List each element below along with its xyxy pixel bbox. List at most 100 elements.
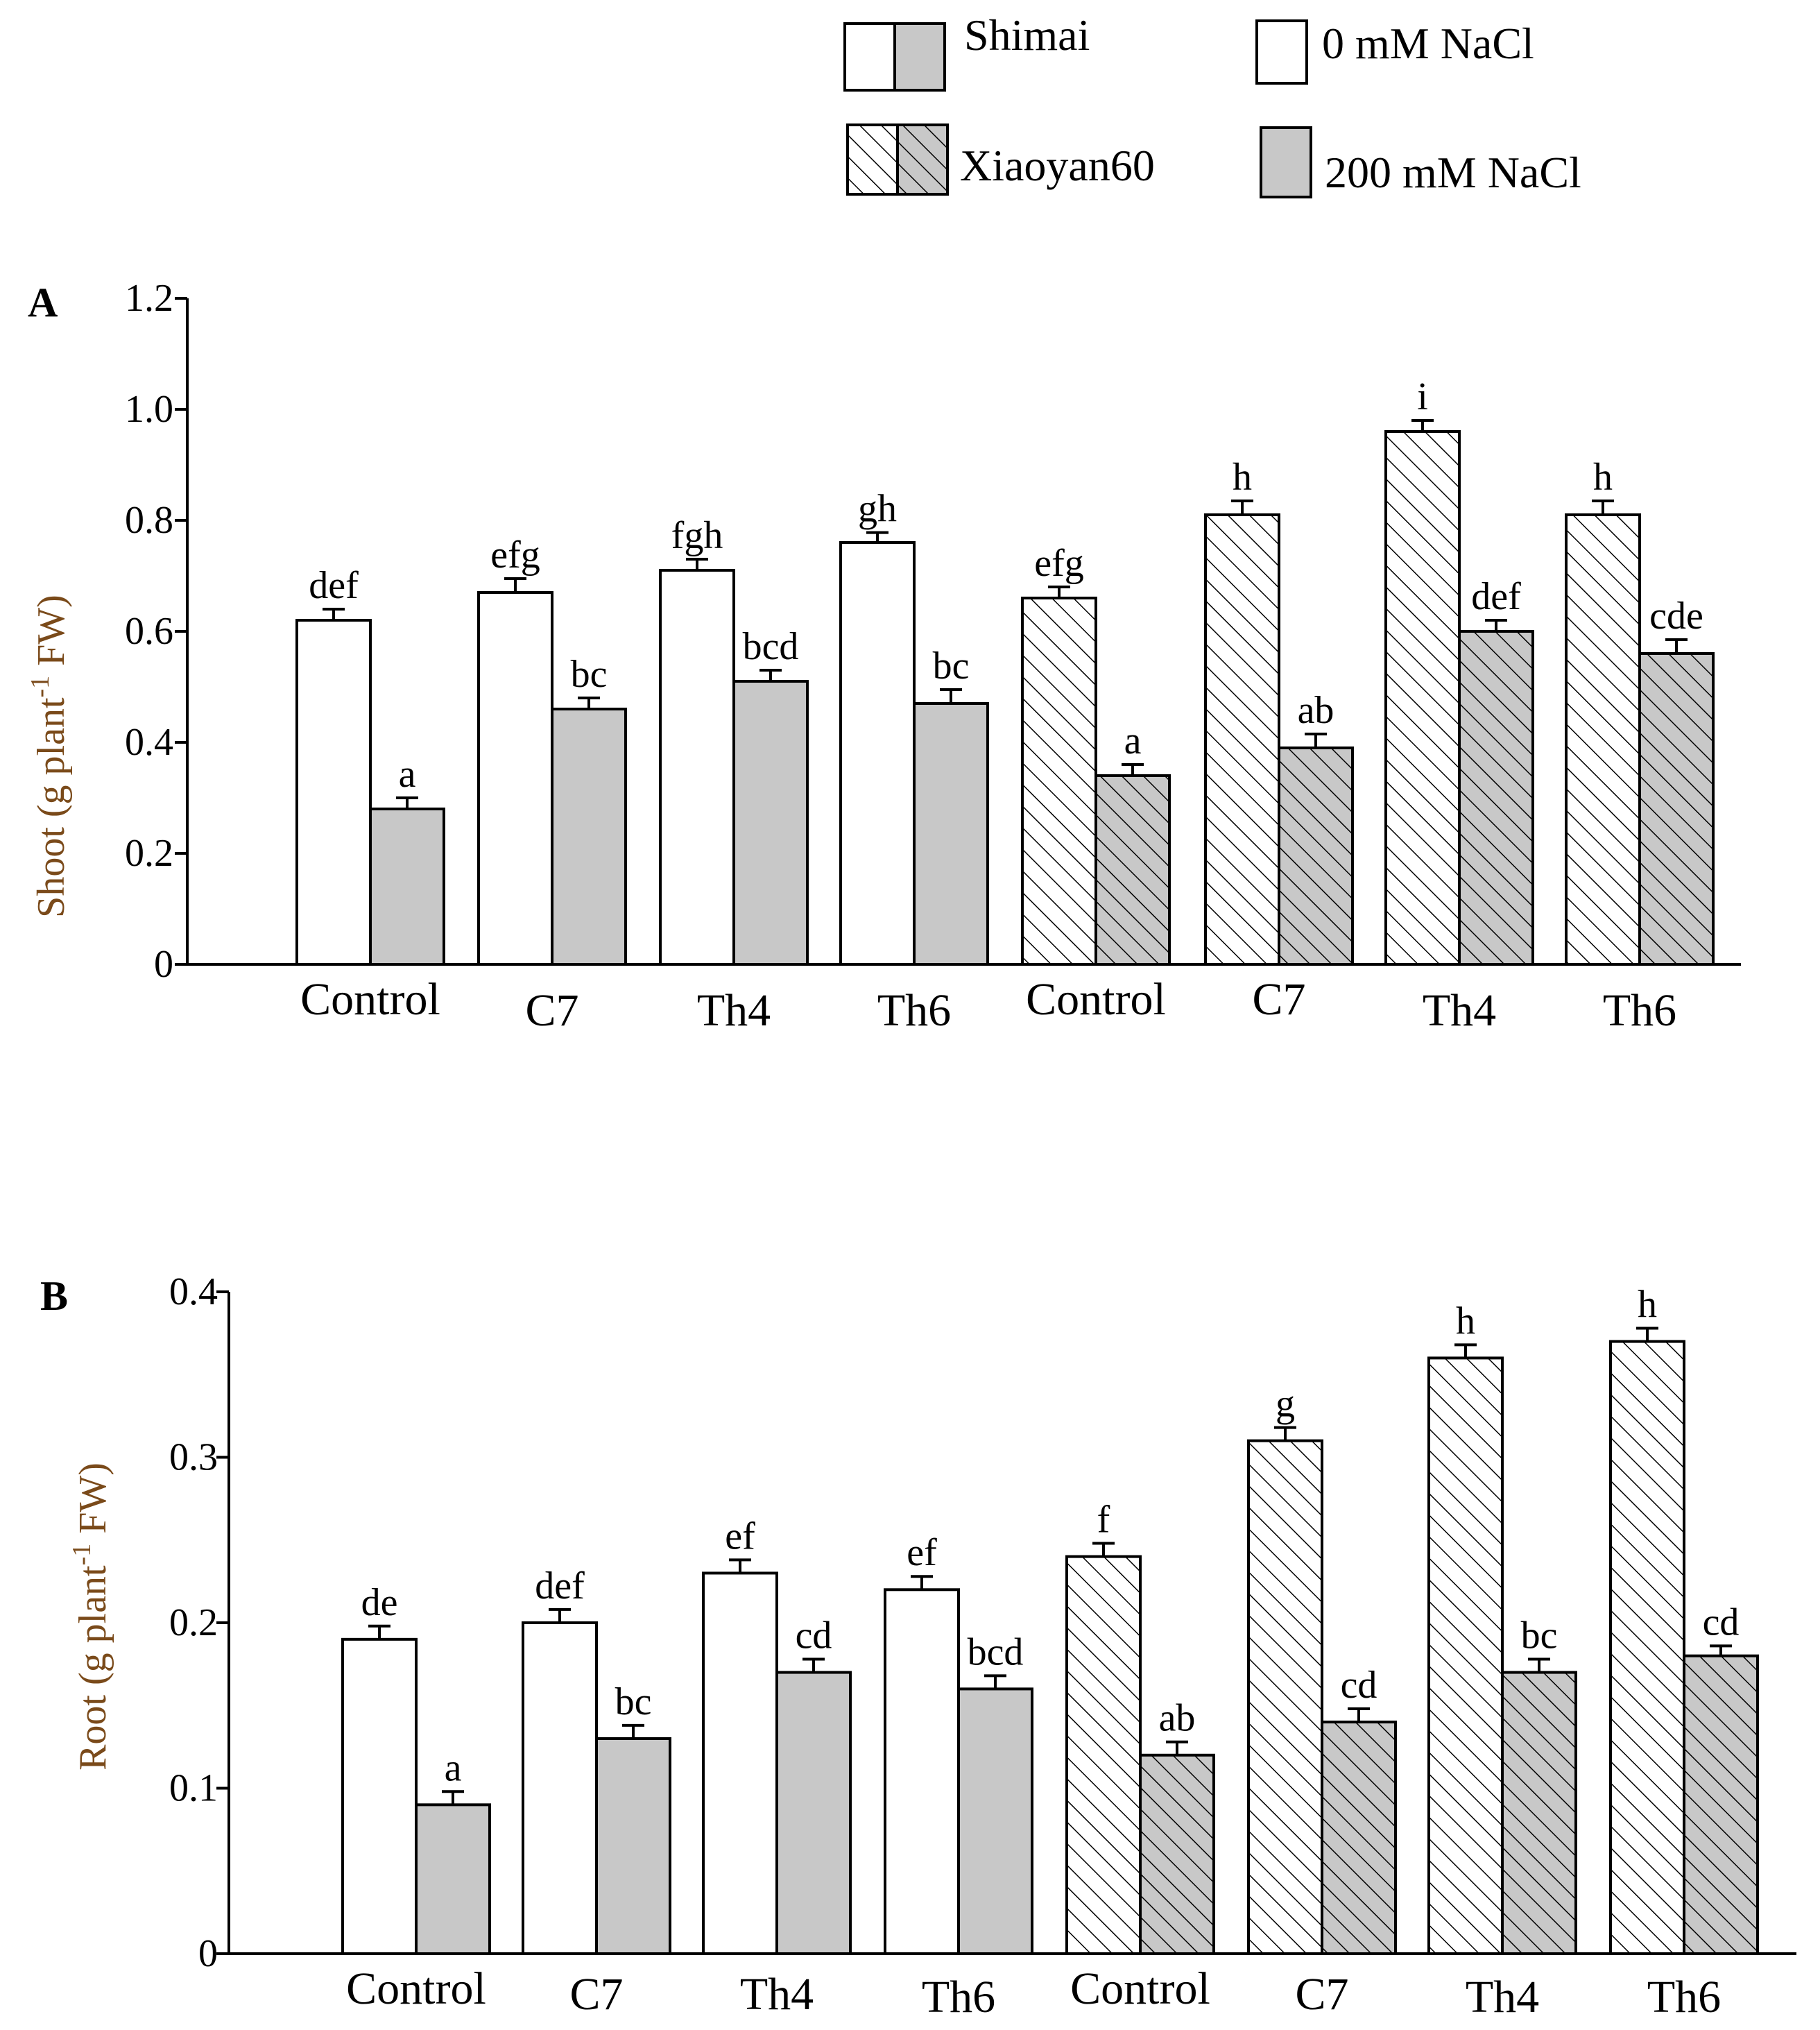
legend-swatch-0mM bbox=[1255, 19, 1308, 85]
panel-a-y-axis-label: Shoot (g plant-1 FW) bbox=[26, 595, 73, 918]
panel-a-significance-letter: a bbox=[399, 753, 416, 796]
panel-b-y-tick-label: 0.2 bbox=[169, 1601, 218, 1644]
panel-b-significance-letter: bc bbox=[1521, 1614, 1558, 1657]
panel-b-significance-letter: ef bbox=[907, 1531, 937, 1574]
panel-b-y-axis-label: Root (g plant-1 FW) bbox=[67, 1462, 114, 1771]
panel-a-bar-0mM bbox=[1384, 430, 1461, 966]
panel-b-significance-letter: f bbox=[1097, 1499, 1110, 1542]
panel-b-significance-letter: bcd bbox=[968, 1630, 1024, 1673]
panel-a-bar-200mM bbox=[1638, 652, 1715, 966]
panel-a-significance-letter: ab bbox=[1298, 689, 1334, 732]
panel-a-y-axis-label-sup: -1 bbox=[26, 676, 55, 698]
panel-b-category-label: Th6 bbox=[922, 1972, 995, 2022]
panel-a-category-label: Th4 bbox=[1423, 985, 1496, 1036]
panel-b-label: B bbox=[40, 1273, 68, 1319]
panel-a-bar-200mM bbox=[732, 680, 809, 966]
legend-label-200mM: 200 mM NaCl bbox=[1325, 148, 1581, 197]
panel-b-bar-0mM bbox=[702, 1571, 778, 1955]
panel-a-category-label: C7 bbox=[1252, 974, 1305, 1025]
legend-swatch-shimai-control bbox=[843, 22, 896, 92]
panel-a-bar-0mM bbox=[1204, 513, 1280, 966]
panel-a-significance-letter: i bbox=[1417, 375, 1428, 418]
panel-a-y-ticks: 0 0.2 0.4 0.6 0.8 1.0 1.2 bbox=[125, 277, 187, 986]
panel-b-bar-200mM bbox=[415, 1803, 491, 1956]
panel-b-category-label: C7 bbox=[569, 1969, 623, 2020]
panel-b-y-tick-label: 0.1 bbox=[169, 1767, 218, 1810]
legend-shimai: Shimai bbox=[843, 10, 1090, 92]
panel-b-significance-letter: def bbox=[535, 1564, 585, 1607]
panel-a-significance-letter: def bbox=[1471, 575, 1521, 618]
panel-b-significance-letter: cd bbox=[1703, 1601, 1740, 1644]
panel-b-bar-200mM bbox=[1139, 1753, 1215, 1956]
panel-b-bar-0mM bbox=[1609, 1340, 1685, 1956]
panel-a-y-tick-label: 0.6 bbox=[125, 610, 173, 653]
panel-a-y-tick-label: 1.2 bbox=[125, 277, 173, 320]
panel-a-y-tick-label: 0.8 bbox=[125, 499, 173, 542]
legend-xiaoyan60: Xiaoyan60 bbox=[846, 123, 1155, 196]
panel-a-significance-letter: def bbox=[309, 564, 359, 607]
panel-a-significance-letter: bc bbox=[571, 653, 608, 696]
legend-salt-treatment: 200 mM NaCl bbox=[1260, 126, 1581, 198]
panel-a-bar-200mM bbox=[369, 808, 445, 966]
panel-a-category-label: C7 bbox=[525, 985, 578, 1036]
panel-b-y-axis-label-main: Root (g plant bbox=[71, 1565, 114, 1771]
panel-a-label: A bbox=[28, 280, 58, 325]
panel-a-bars: def a efg bc fgh bcd gh bc efg a h ab i def h cde bbox=[295, 375, 1715, 966]
panel-a-bar-200mM bbox=[1094, 774, 1171, 966]
panel-b-category-label: Th4 bbox=[740, 1969, 814, 2020]
panel-a-significance-letter: efg bbox=[490, 534, 540, 577]
panel-a-category-label: Th6 bbox=[877, 985, 951, 1036]
panel-a-significance-letter: h bbox=[1593, 456, 1613, 499]
panel-a-category-label: Control bbox=[300, 974, 440, 1025]
panel-b-bar-200mM bbox=[595, 1737, 671, 1955]
panel-a-significance-letter: gh bbox=[858, 488, 897, 531]
panel-b-y-axis-label-end: FW) bbox=[71, 1462, 114, 1544]
panel-b-significance-letter: cd bbox=[796, 1614, 832, 1657]
panel-b-bar-0mM bbox=[1247, 1439, 1323, 1955]
panel-b-significance-letter: cd bbox=[1341, 1664, 1377, 1707]
panel-b-bar-0mM bbox=[1427, 1356, 1504, 1955]
panel-a-bar-0mM bbox=[839, 541, 916, 966]
panel-a-significance-letter: h bbox=[1233, 456, 1252, 499]
legend-swatch-xiaoyan-control bbox=[846, 123, 899, 196]
panel-a-bar-0mM bbox=[1565, 513, 1641, 966]
panel-a-y-tick-label: 0.4 bbox=[125, 721, 173, 764]
panel-a-y-axis-label-main: Shoot (g plant bbox=[30, 697, 73, 918]
panel-a-bar-0mM bbox=[659, 569, 735, 966]
panel-a-category-labels: Control C7 Th4 Th6 Control C7 Th4 Th6 bbox=[300, 974, 1676, 1036]
panel-b-significance-letter: bc bbox=[615, 1680, 652, 1723]
panel-b-bar-0mM bbox=[1065, 1555, 1142, 1956]
legend-swatch-xiaoyan-salt bbox=[896, 123, 949, 196]
legend-swatch-200mM bbox=[1260, 126, 1312, 198]
legend-label-xiaoyan60: Xiaoyan60 bbox=[960, 141, 1155, 190]
legend-label-shimai: Shimai bbox=[964, 10, 1090, 60]
panel-b-bars: de a def bc ef cd ef bcd f ab g cd h bc h cd bbox=[341, 1283, 1759, 1956]
panel-a-bar-200mM bbox=[913, 702, 989, 966]
panel-a-y-tick-label: 0.2 bbox=[125, 832, 173, 875]
panel-b-significance-letter: de bbox=[361, 1581, 398, 1624]
panel-a-axes bbox=[186, 298, 1741, 966]
legend: Shimai Xiaoyan60 0 mM NaCl 200 mM NaCl bbox=[843, 10, 1581, 198]
panel-a-significance-letter: a bbox=[1124, 719, 1142, 762]
panel-a-bar-0mM bbox=[477, 591, 553, 966]
panel-b-bar-0mM bbox=[341, 1637, 418, 1956]
panel-a-bar-200mM bbox=[1278, 747, 1354, 966]
panel-a-shoot-chart: A Shoot (g plant-1 FW) 0 0.2 0.4 0.6 0.8 1.0 1… bbox=[26, 277, 1741, 1036]
panel-a-significance-letter: cde bbox=[1649, 595, 1703, 638]
panel-a-y-axis-label-end: FW) bbox=[30, 595, 73, 676]
panel-b-category-label: C7 bbox=[1295, 1969, 1348, 2020]
panel-a-y-tick-label: 0 bbox=[154, 943, 173, 986]
panel-b-bar-200mM bbox=[1501, 1671, 1577, 1956]
legend-label-0mM: 0 mM NaCl bbox=[1322, 19, 1534, 68]
legend-control-treatment: 0 mM NaCl bbox=[1255, 19, 1534, 85]
panel-b-y-ticks: 0 0.1 0.2 0.3 0.4 bbox=[169, 1270, 229, 1975]
panel-b-bar-0mM bbox=[884, 1588, 960, 1956]
panel-a-significance-letter: efg bbox=[1034, 542, 1084, 585]
legend-swatch-shimai-salt bbox=[893, 22, 946, 92]
panel-a-bar-0mM bbox=[295, 619, 372, 966]
panel-b-bar-200mM bbox=[1683, 1654, 1759, 1955]
panel-b-significance-letter: h bbox=[1638, 1283, 1657, 1326]
panel-b-bar-200mM bbox=[1321, 1721, 1397, 1956]
panel-b-significance-letter: h bbox=[1456, 1299, 1475, 1342]
